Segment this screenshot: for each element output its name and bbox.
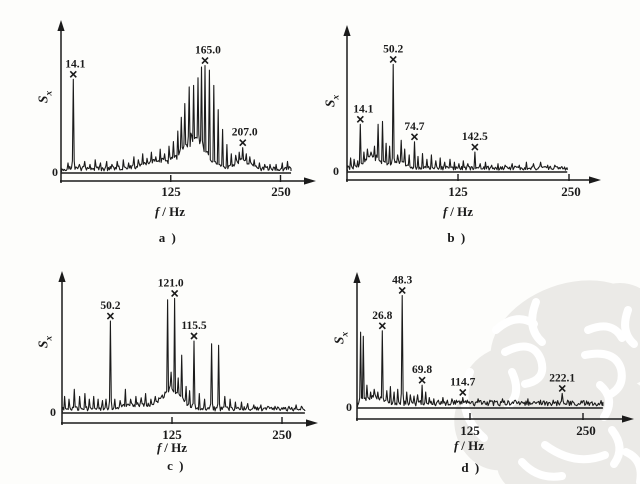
x-tick-label-250: 250 [271, 184, 291, 199]
zero-label: 0 [52, 165, 58, 179]
peak-marker-icon [239, 139, 247, 147]
watermark-seal-characters [460, 298, 640, 484]
spectrum-plot-b: 14.1 50.2 74.7 142.5 [343, 25, 601, 184]
spectrum-curve [346, 63, 568, 172]
x-axis-label: f / Hz [156, 440, 188, 455]
y-axis-arrow-icon [58, 271, 66, 282]
spectrum-plot-a: 14.1 165.0 207.0 [57, 20, 316, 185]
y-axis-label: Sx [35, 335, 55, 349]
peak-label: 222.1 [549, 372, 575, 384]
x-tick-label-125: 125 [448, 184, 468, 199]
subplot-caption-a: a ) [158, 230, 178, 245]
peak-label: 121.0 [158, 277, 184, 289]
peak-marker-icon [106, 312, 114, 320]
x-axis-label: f / Hz [442, 204, 474, 219]
peak-label: 50.2 [100, 300, 120, 312]
y-axis-arrow-icon [343, 25, 351, 36]
peak-marker-icon [471, 143, 479, 151]
zero-label: 0 [346, 400, 352, 414]
subplot-caption-b: b ) [447, 230, 467, 245]
x-axis-label: f / Hz [154, 204, 186, 219]
peak-label: 142.5 [462, 131, 488, 143]
y-axis-arrow-icon [57, 20, 65, 31]
x-tick-label-125: 125 [460, 423, 480, 438]
peak-label: 115.5 [181, 320, 206, 332]
peak-marker-icon [398, 286, 406, 295]
peak-marker-icon [356, 115, 364, 123]
y-axis-arrow-icon [353, 272, 361, 283]
peak-marker-icon [389, 55, 397, 63]
peak-marker-icon [378, 322, 386, 330]
peak-label: 69.8 [412, 364, 432, 376]
y-axis-label: Sx [35, 90, 55, 104]
peak-marker-icon [558, 384, 566, 392]
peak-label: 48.3 [392, 274, 412, 286]
peak-marker-icon [459, 388, 467, 397]
peak-label: 14.1 [65, 58, 85, 70]
x-tick-label-125: 125 [162, 427, 182, 442]
x-tick-label-125: 125 [161, 184, 181, 199]
peak-marker-icon [201, 57, 209, 65]
x-tick-label-250: 250 [576, 423, 596, 438]
subplot-caption-c: c ) [167, 458, 185, 473]
x-axis-arrow-icon [304, 177, 316, 185]
x-tick-label-250: 250 [272, 427, 292, 442]
x-axis-arrow-icon [589, 176, 601, 184]
peak-marker-icon [171, 289, 179, 297]
y-axis-label: Sx [322, 94, 342, 108]
spectrum-plot-d: 26.8 48.3 69.8 114.7 222.1 [353, 272, 634, 423]
spectrum-curve [61, 297, 306, 413]
zero-label: 0 [333, 164, 339, 178]
x-axis-arrow-icon [306, 419, 318, 427]
peak-label: 14.1 [353, 103, 373, 115]
peak-label: 26.8 [372, 310, 392, 322]
peak-label: 114.7 [450, 376, 475, 388]
spectrum-curve [356, 294, 604, 408]
peak-label: 74.7 [404, 121, 424, 133]
x-axis-label: f / Hz [453, 438, 485, 453]
peak-marker-icon [69, 70, 77, 78]
spectrum-plot-c: 50.2 121.0 115.5 [58, 271, 318, 427]
peak-label: 50.2 [383, 43, 403, 55]
peak-label: 165.0 [195, 45, 221, 57]
peak-marker-icon [190, 332, 198, 340]
y-axis-label: Sx [331, 331, 351, 345]
zero-label: 0 [50, 405, 56, 419]
x-tick-label-250: 250 [561, 184, 581, 199]
peak-marker-icon [418, 376, 426, 384]
peak-marker-icon [410, 133, 419, 141]
spectrum-curve [60, 65, 292, 173]
x-axis-arrow-icon [622, 415, 634, 423]
subplot-caption-d: d ) [461, 460, 481, 475]
peak-label: 207.0 [232, 127, 258, 139]
